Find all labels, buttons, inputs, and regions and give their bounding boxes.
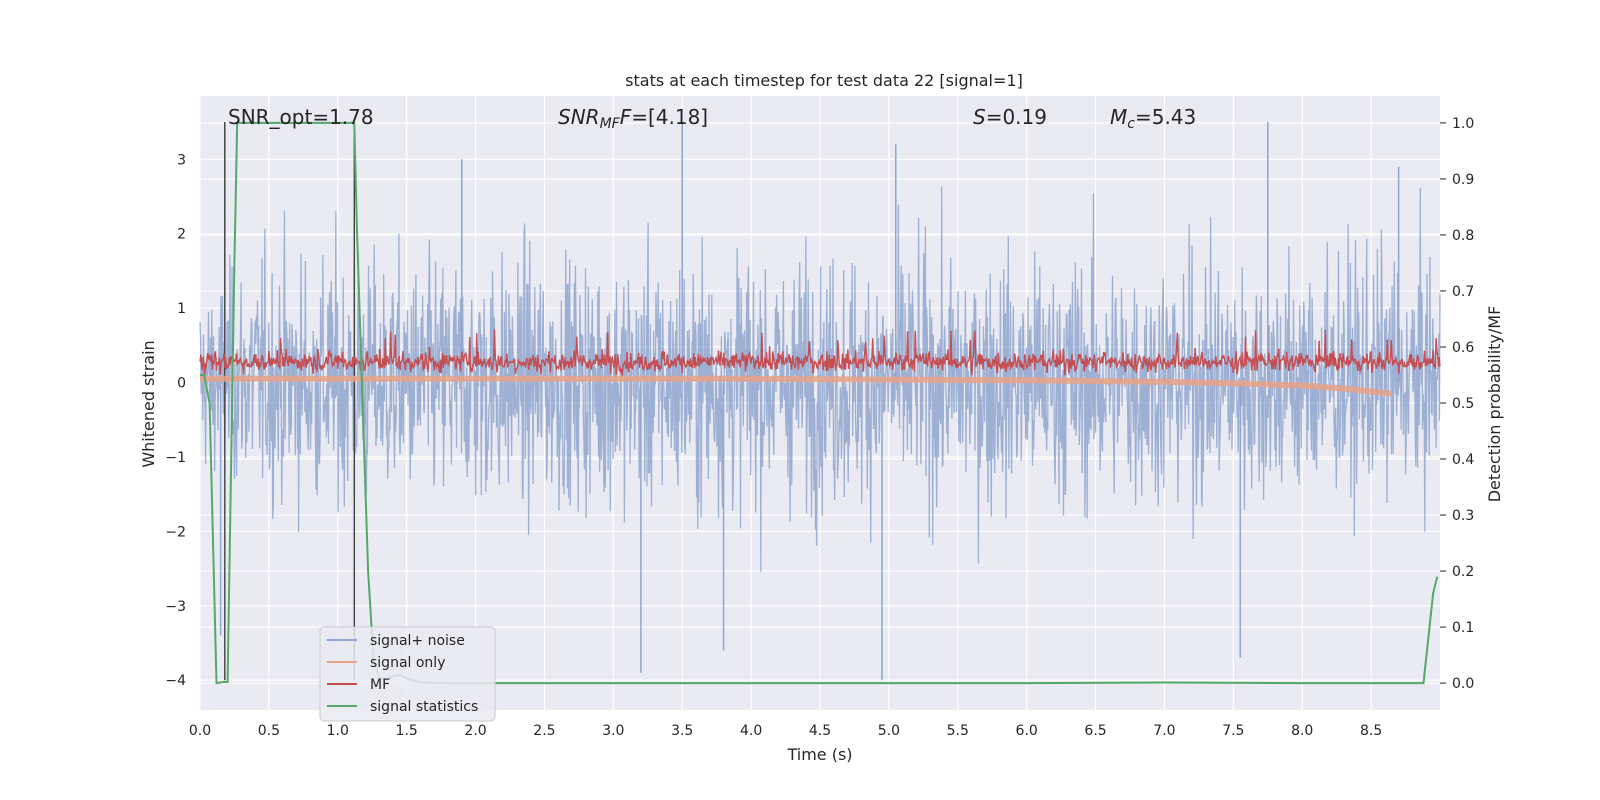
y-tick-label: 2 [177,227,186,243]
annotation-s-value: =0.19 [986,105,1047,129]
y-axis-label: Whitened strain [139,340,158,467]
chart-title: stats at each timestep for test data 22 … [625,71,1023,90]
legend-label-signal: signal only [370,655,445,671]
y-tick-label: −2 [165,524,186,540]
y-right-tick-label: 0.7 [1452,284,1474,300]
x-tick-label: 1.5 [396,723,418,739]
y-tick-label: 3 [177,152,186,168]
signal-noise-line [199,186,1441,573]
annotation-snr-mf-main: SNR [558,105,600,129]
x-tick-label: 6.5 [1084,723,1106,739]
legend-box [319,626,496,722]
x-tick-label: 6.0 [1016,723,1038,739]
y-tick-label: −3 [165,599,186,615]
x-tick-label: 0.0 [189,723,211,739]
y-right-tick-label: 0.0 [1452,676,1474,692]
signal-statistics-line [200,121,1439,685]
y-right-tick-label: 0.8 [1452,228,1474,244]
y-right-tick-label: 0.1 [1452,620,1474,636]
mf-line [199,329,1441,376]
signal-statistics-series [200,121,1439,685]
annotation-snr-opt: SNR_opt=1.78 [228,105,374,129]
x-axis-label: Time (s) [786,745,852,764]
legend-label-mf: MF [370,677,390,693]
x-tick-label: 5.5 [947,723,969,739]
x-tick-label: 1.0 [327,723,349,739]
x-tick-label: 3.5 [671,723,693,739]
annotation-mc: Mc=5.43 [1110,105,1196,132]
mf-series [199,329,1441,376]
x-tick-label: 3.0 [602,723,624,739]
y-tick-label: 1 [177,301,186,317]
x-tick-label: 0.5 [258,723,280,739]
annotation-snr-mf-sub: MF [600,116,621,132]
y-tick-label: −1 [165,450,186,466]
y-right-tick-label: 0.3 [1452,508,1474,524]
annotation-snr-mf-value: =[4.18] [631,105,708,129]
x-tick-label: 8.0 [1291,723,1313,739]
annotation-s: S=0.19 [973,105,1047,129]
signal-only-series [200,375,1393,397]
y-right-tick-label: 1.0 [1452,116,1474,132]
axis-ticks: 0.0 0.5 1.0 1.5 2.0 2.5 3.0 3.5 4.0 4.5 5.0 5.5 6.0 6… [165,116,1474,739]
y-tick-label: −4 [165,673,186,689]
legend-label-noise: signal+ noise [370,633,465,649]
legend-label-statistics: signal statistics [370,699,478,715]
x-tick-label: 7.0 [1153,723,1175,739]
annotation-s-main: S [973,105,986,129]
annotations: SNR_opt=1.78 SNRMFF=[4.18] S=0.19 Mc=5.4… [228,105,1196,132]
x-tick-label: 2.0 [464,723,486,739]
y-right-tick-label: 0.9 [1452,172,1474,188]
annotation-snr-mf: SNRMFF=[4.18] [558,105,708,132]
annotation-mc-main: M [1110,105,1127,129]
y-right-tick-label: 0.6 [1452,340,1474,356]
x-tick-label: 4.5 [809,723,831,739]
annotation-mc-sub: c [1127,116,1135,132]
y-right-tick-label: 0.2 [1452,564,1474,580]
x-tick-label: 7.5 [1222,723,1244,739]
legend: signal+ noise signal only MF signal stat… [319,626,496,722]
y-axis-right-label: Detection probability/MF [1485,306,1504,503]
x-tick-label: 2.5 [533,723,555,739]
x-tick-label: 5.0 [878,723,900,739]
y-right-tick-label: 0.4 [1452,452,1474,468]
x-tick-label: 8.5 [1360,723,1382,739]
vertical-markers [224,122,356,681]
y-right-tick-label: 0.5 [1452,396,1474,412]
annotation-mc-value: =5.43 [1135,105,1196,129]
x-tick-label: 4.0 [740,723,762,739]
y-tick-label: 0 [177,376,186,392]
signal-only-line [200,375,1393,397]
